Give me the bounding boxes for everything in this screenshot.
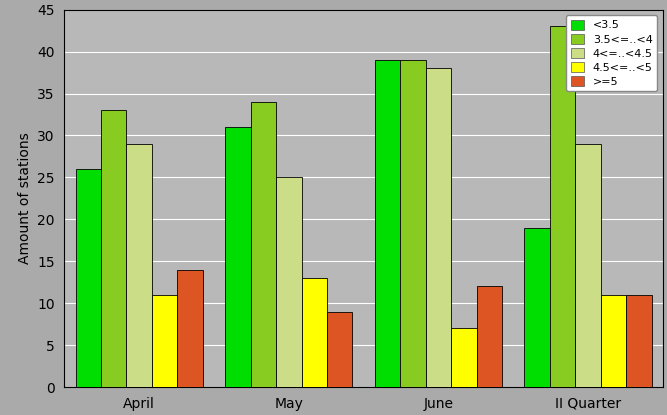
Bar (550, 27, 576, 387)
Bar (576, 144, 601, 387)
Bar (601, 295, 626, 387)
Bar (152, 295, 177, 387)
Bar (301, 278, 327, 387)
Bar (101, 110, 127, 387)
Bar (477, 286, 502, 387)
Bar (276, 178, 301, 387)
Bar (127, 144, 152, 387)
Bar (524, 228, 550, 387)
Bar (251, 102, 276, 387)
Bar (426, 68, 451, 387)
Bar (225, 127, 251, 387)
Bar (400, 60, 426, 387)
Bar (451, 328, 477, 387)
Bar (626, 295, 652, 387)
Bar (375, 60, 400, 387)
Bar (327, 312, 352, 387)
Legend: <3.5, 3.5<=..<4, 4<=..<4.5, 4.5<=..<5, >=5: <3.5, 3.5<=..<4, 4<=..<4.5, 4.5<=..<5, >… (566, 15, 657, 91)
Bar (177, 270, 203, 387)
Bar (75, 169, 101, 387)
Y-axis label: Amount of stations: Amount of stations (17, 132, 31, 264)
